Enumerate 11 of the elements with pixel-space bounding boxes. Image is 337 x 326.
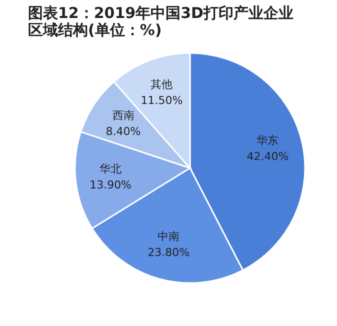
slice-label: 中南 bbox=[158, 230, 180, 244]
chart-title: 图表12：2019年中国3D打印产业企业区域结构(单位：%) bbox=[28, 4, 294, 39]
data-label: 11.50% bbox=[140, 94, 183, 108]
data-label: 13.90% bbox=[90, 178, 132, 192]
data-label: 23.80% bbox=[148, 246, 190, 260]
slice-label: 华东 bbox=[256, 134, 279, 148]
slice-label: 其他 bbox=[150, 78, 173, 92]
slice-label: 西南 bbox=[112, 108, 134, 122]
slice-label: 华北 bbox=[100, 162, 122, 176]
data-label: 8.40% bbox=[106, 124, 141, 138]
data-label: 42.40% bbox=[246, 150, 289, 164]
